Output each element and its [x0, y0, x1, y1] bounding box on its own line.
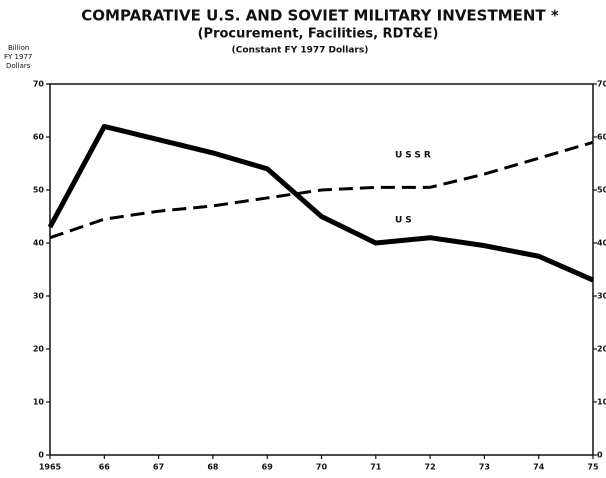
y2-tick-label: 40 — [597, 239, 606, 248]
chart-title: COMPARATIVE U.S. AND SOVIET MILITARY INV… — [81, 7, 559, 25]
series-line — [47, 123, 595, 283]
x-tick-label: 68 — [207, 463, 219, 472]
y2-tick-label: 0 — [597, 451, 603, 460]
x-tick-label: 66 — [99, 463, 111, 472]
x-tick-label: 72 — [425, 463, 436, 472]
x-tick-label: 70 — [316, 463, 328, 472]
x-tick-label: 73 — [479, 463, 490, 472]
chart-subtitle: (Procurement, Facilities, RDT&E) — [198, 27, 439, 42]
y2-tick-label: 20 — [597, 345, 606, 354]
x-tick-label: 71 — [370, 463, 382, 472]
y2-tick-label: 70 — [597, 80, 606, 89]
series-label: USSR — [395, 151, 434, 161]
y2-tick-label: 60 — [597, 133, 606, 142]
y-tick-label: 30 — [33, 292, 45, 301]
y-axis-label: Dollars — [6, 62, 31, 70]
y-tick-label: 50 — [33, 186, 45, 195]
y-tick-label: 20 — [33, 345, 45, 354]
x-tick-label: 67 — [153, 463, 164, 472]
series-line — [49, 140, 594, 240]
y-axis-label: Billion — [8, 44, 29, 52]
y-tick-label: 0 — [38, 451, 44, 460]
y-tick-label: 10 — [33, 398, 45, 407]
x-tick-label: 69 — [262, 463, 274, 472]
x-tick-label: 75 — [587, 463, 599, 472]
y2-tick-label: 30 — [597, 292, 606, 301]
plot-frame — [49, 83, 594, 456]
y-tick-label: 40 — [33, 239, 45, 248]
y2-tick-label: 50 — [597, 186, 606, 195]
y-tick-label: 70 — [33, 80, 45, 89]
y2-tick-label: 10 — [597, 398, 606, 407]
series-label: US — [395, 216, 415, 226]
x-tick-label: 1965 — [39, 463, 62, 472]
y-axis-label: FY 1977 — [4, 53, 32, 61]
x-tick-label: 74 — [533, 463, 545, 472]
y-tick-label: 60 — [33, 133, 45, 142]
chart-note: (Constant FY 1977 Dollars) — [232, 46, 369, 56]
